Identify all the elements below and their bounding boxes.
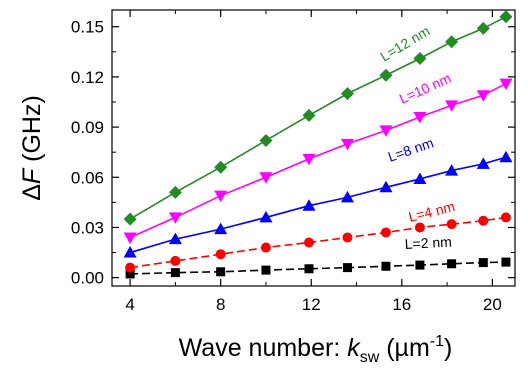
data-point [170, 268, 180, 278]
x-tick-label: 12 [302, 295, 321, 314]
y-tick-label: 0.09 [71, 118, 104, 137]
series-label: L=8 nm [386, 134, 436, 164]
data-point [381, 261, 391, 271]
series-line [129, 15, 507, 220]
data-point [214, 190, 228, 203]
series-l-12-nm [123, 10, 513, 226]
data-point [476, 157, 490, 169]
data-point [304, 264, 314, 274]
data-point [260, 242, 271, 253]
data-point [342, 232, 353, 243]
series-label: L=2 nm [404, 234, 452, 252]
y-axis-label: ΔF (GHz) [18, 95, 46, 201]
y-tick-label: 0.03 [71, 218, 104, 237]
data-point [302, 153, 316, 166]
data-point [413, 172, 427, 184]
data-point [170, 255, 181, 266]
data-point [215, 249, 226, 260]
data-point [342, 263, 352, 273]
data-point [413, 112, 427, 124]
x-tick-label: 20 [483, 295, 502, 314]
y-tick-label: 0.12 [71, 68, 104, 87]
series-l-10-nm [123, 78, 513, 244]
data-point [445, 100, 459, 112]
data-point [340, 190, 354, 203]
data-point [445, 164, 459, 176]
y-tick-label: 0.15 [71, 18, 104, 37]
data-point [499, 150, 513, 163]
data-point [445, 35, 459, 49]
data-point [476, 21, 490, 35]
data-point [302, 108, 316, 122]
data-point [123, 232, 137, 244]
x-tick-label: 4 [125, 295, 134, 314]
data-point [168, 232, 182, 245]
data-point [478, 215, 489, 226]
data-point [303, 237, 314, 248]
ticks-layer: 4 8 12 16 20 0.00 0.03 0.06 0.09 0.12 0.15 [71, 10, 515, 314]
data-point [214, 160, 228, 174]
data-point [476, 90, 490, 102]
data-point [261, 265, 271, 275]
data-point [500, 212, 511, 223]
data-point [501, 257, 511, 267]
data-point [302, 199, 316, 211]
series-l-2-nm [125, 257, 511, 279]
data-point [123, 212, 137, 226]
series-l-8-nm [123, 150, 513, 258]
data-point [447, 259, 457, 269]
data-point [414, 222, 425, 233]
data-point [259, 133, 273, 147]
series-layer [123, 10, 513, 279]
data-point [379, 68, 393, 82]
data-point [168, 212, 182, 224]
data-point [168, 185, 182, 199]
data-point [259, 172, 273, 184]
data-point [214, 222, 228, 235]
data-point [123, 246, 137, 258]
data-point [478, 258, 488, 268]
data-point [499, 10, 513, 24]
data-point [340, 87, 354, 101]
data-point [259, 210, 273, 223]
data-point [446, 219, 457, 230]
x-axis-label: Wave number: ksw (µm-1) [179, 333, 453, 366]
data-point [125, 262, 136, 273]
data-point [125, 269, 135, 279]
y-tick-label: 0.00 [71, 269, 104, 288]
data-point [379, 125, 393, 137]
data-point [413, 52, 427, 66]
y-tick-label: 0.06 [71, 168, 104, 187]
data-point [340, 138, 354, 151]
plot-frame [111, 9, 516, 287]
data-point [216, 267, 226, 277]
x-tick-label: 8 [216, 295, 225, 314]
series-l-4-nm [125, 212, 511, 273]
x-tick-label: 16 [392, 295, 411, 314]
data-point [380, 227, 391, 238]
data-point [415, 260, 425, 270]
data-point [379, 180, 393, 193]
series-label: L=10 nm [397, 70, 454, 107]
data-point [499, 78, 513, 91]
